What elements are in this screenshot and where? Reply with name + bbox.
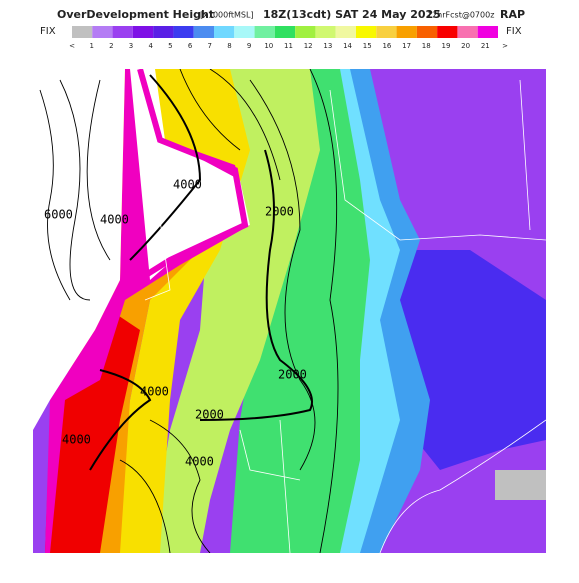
color-swatch: [112, 26, 133, 38]
contour: [119, 419, 211, 553]
color-swatch: [315, 26, 336, 38]
field-blue: [400, 250, 546, 470]
color-swatch: [437, 26, 458, 38]
field-yellowgreen: [150, 69, 320, 553]
color-swatch: [356, 26, 377, 38]
color-swatch: [274, 26, 296, 38]
color-swatch: [396, 26, 417, 38]
title: OverDevelopment Height: [57, 8, 214, 21]
fix-right: FIX: [506, 26, 522, 37]
contour-label: 4000: [100, 213, 129, 227]
color-label: 15: [363, 42, 372, 50]
color-swatch: [295, 26, 316, 38]
contour-label: 2000: [278, 368, 307, 382]
contour-label: 2000: [195, 408, 224, 422]
color-label: 7: [208, 42, 212, 50]
color-label: 8: [227, 42, 231, 50]
valid-time: 18Z(13cdt) SAT 24 May 2025: [263, 8, 441, 21]
units: [x1000ftMSL]: [200, 11, 254, 20]
color-swatch: [457, 26, 478, 38]
field-green: [230, 69, 370, 553]
color-label: 2: [109, 42, 113, 50]
field-red: [45, 300, 140, 553]
color-label: 4: [148, 42, 153, 50]
contour-label: 6000: [44, 208, 73, 222]
contour-label: 2000: [265, 205, 294, 219]
color-label: 1: [89, 42, 93, 50]
color-bar: <1 2 3 4 5 6 7 8 9 10 11 12 13 14 15 16 17 18 19 20 21 >: [69, 26, 508, 50]
color-swatch: [92, 26, 113, 38]
color-label: 5: [168, 42, 172, 50]
contour-label: 4000: [185, 455, 214, 469]
color-swatch: [234, 26, 255, 38]
color-swatch: [335, 26, 356, 38]
contour-label: 4000: [62, 433, 91, 447]
color-label: 13: [323, 42, 332, 50]
fix-left: FIX: [40, 26, 56, 37]
color-swatch: [132, 26, 154, 38]
color-label: 12: [304, 42, 313, 50]
state-borders: [144, 79, 546, 553]
color-swatch: [72, 26, 93, 38]
color-label: >: [502, 42, 508, 50]
color-swatch: [173, 26, 194, 38]
color-label: 21: [481, 42, 490, 50]
color-swatch: [193, 26, 214, 38]
color-swatch: [477, 26, 498, 38]
field-gray: [495, 470, 546, 500]
map: 6000 4000 4000 2000 2000 2000 4000 4000 …: [33, 69, 546, 553]
color-label: 6: [188, 42, 193, 50]
color-label: 20: [461, 42, 470, 50]
color-label: 11: [284, 42, 293, 50]
color-label: 16: [382, 42, 391, 50]
field-none: [33, 69, 125, 430]
color-label: <: [69, 42, 75, 50]
color-swatch: [416, 26, 438, 38]
color-label: 3: [129, 42, 133, 50]
color-swatch: [254, 26, 275, 38]
color-label: 18: [422, 42, 431, 50]
color-swatch: [214, 26, 235, 38]
color-label: 9: [247, 42, 251, 50]
color-label: 19: [441, 42, 450, 50]
model: RAP: [500, 8, 525, 21]
color-swatch: [376, 26, 397, 38]
contour-label: 4000: [140, 385, 169, 399]
coastline: [379, 419, 546, 553]
color-label: 10: [264, 42, 273, 50]
contour-major: [89, 74, 313, 471]
color-swatch: [153, 26, 174, 38]
color-label: 17: [402, 42, 411, 50]
field-edge: [128, 69, 249, 288]
contour: [39, 79, 111, 301]
contour: [179, 69, 339, 553]
forecast: 12hrFcst@0700z: [427, 11, 494, 20]
color-label: 14: [343, 42, 352, 50]
contour-label: 4000: [173, 178, 202, 192]
